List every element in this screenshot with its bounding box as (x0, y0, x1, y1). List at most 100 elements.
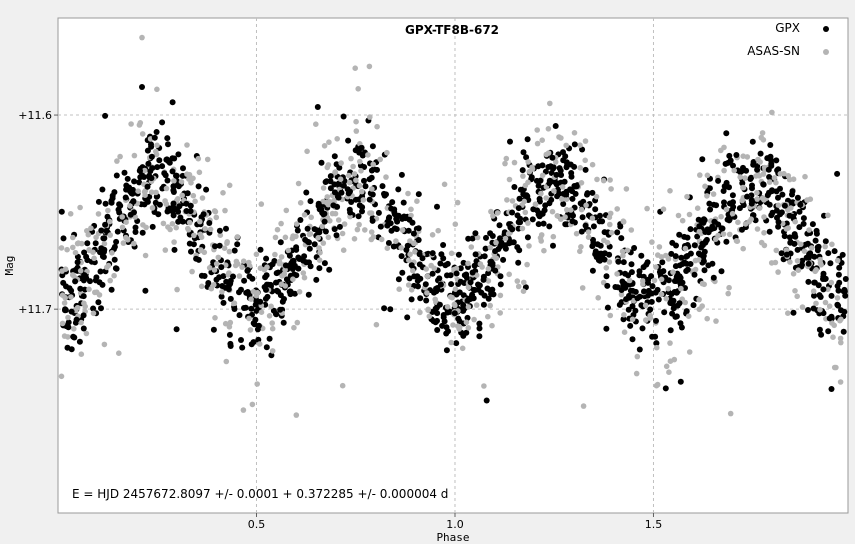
data-point (536, 198, 543, 205)
data-point (248, 296, 254, 303)
data-point (170, 200, 177, 207)
data-point (759, 195, 766, 201)
data-point (764, 192, 771, 199)
data-point (279, 298, 286, 305)
data-point (227, 319, 234, 326)
data-point (384, 149, 390, 156)
data-point (739, 180, 746, 187)
data-point (102, 221, 109, 228)
data-point (221, 245, 228, 251)
data-point (507, 224, 514, 231)
data-point (144, 183, 151, 190)
data-point (362, 227, 368, 233)
data-point (684, 193, 690, 200)
data-point (704, 172, 711, 179)
data-point (773, 157, 780, 164)
data-point (272, 251, 278, 258)
data-point (316, 257, 323, 264)
data-point (266, 335, 273, 342)
data-point (334, 136, 341, 142)
data-point (701, 248, 708, 255)
data-point (578, 180, 585, 186)
data-point (573, 183, 580, 190)
data-point (718, 213, 724, 220)
data-point (725, 290, 731, 297)
data-point (101, 235, 108, 242)
data-point (269, 320, 276, 326)
data-point (315, 200, 322, 207)
data-point (435, 227, 442, 234)
data-point (603, 265, 610, 271)
data-point (395, 186, 402, 193)
data-point (95, 198, 102, 205)
data-point (535, 221, 542, 228)
data-point (80, 312, 87, 319)
data-point (737, 174, 743, 180)
data-point (578, 244, 584, 250)
data-point (338, 160, 344, 166)
data-point (753, 173, 759, 179)
data-point (676, 231, 683, 238)
series-gpx-overlay (60, 123, 843, 353)
data-point (583, 202, 589, 209)
data-point (500, 256, 507, 263)
data-point (614, 206, 620, 212)
data-point (276, 258, 283, 265)
data-point (175, 151, 182, 158)
data-point (407, 251, 413, 258)
data-point (68, 308, 75, 315)
data-point (747, 176, 754, 182)
data-point (244, 289, 251, 295)
data-point (691, 271, 698, 278)
data-point (269, 348, 276, 354)
data-point (338, 189, 345, 196)
data-point (502, 245, 509, 252)
data-point (589, 189, 596, 196)
data-point (64, 246, 70, 253)
data-point (686, 211, 693, 218)
data-point (294, 319, 301, 326)
data-point (302, 236, 309, 243)
data-point (828, 386, 835, 392)
data-point (80, 293, 87, 300)
data-point (785, 173, 792, 179)
data-point (714, 158, 721, 165)
data-point (264, 293, 271, 300)
data-point (142, 287, 149, 294)
data-point (673, 273, 680, 280)
data-point (154, 164, 161, 171)
data-point (341, 221, 348, 227)
data-point (634, 295, 641, 302)
data-point (834, 295, 841, 301)
data-point (354, 226, 361, 233)
data-point (443, 347, 450, 354)
data-point (809, 221, 816, 228)
data-point (190, 192, 197, 199)
data-point (794, 258, 801, 264)
data-point (699, 240, 706, 247)
data-point (624, 247, 631, 254)
data-point (554, 213, 561, 219)
data-point (658, 291, 665, 298)
data-point (131, 240, 137, 247)
data-point (536, 213, 543, 220)
data-point (723, 130, 730, 137)
data-point (353, 177, 359, 183)
data-point (240, 407, 247, 413)
data-point (564, 207, 570, 213)
data-point (65, 314, 71, 321)
data-point (222, 262, 229, 269)
data-point (436, 301, 443, 308)
data-point (75, 240, 82, 246)
data-point (86, 286, 92, 293)
data-point (811, 292, 817, 299)
data-point (756, 205, 763, 211)
data-point (807, 196, 814, 202)
data-point (84, 228, 90, 234)
data-point (222, 320, 229, 327)
data-point (400, 199, 407, 206)
data-point (72, 249, 79, 256)
data-point (787, 239, 794, 246)
x-axis-label: Phase (436, 531, 469, 544)
data-point (441, 181, 448, 188)
